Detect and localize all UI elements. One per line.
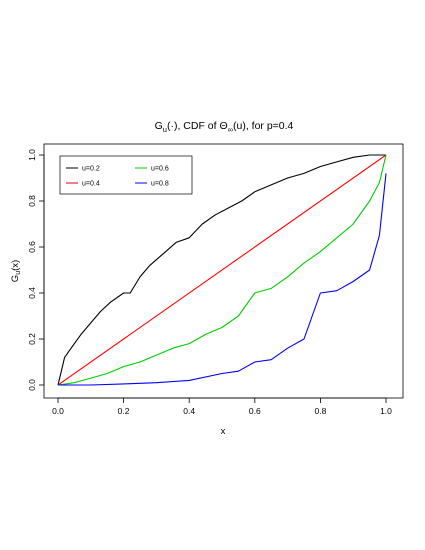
y-tick-label: 0.0 — [27, 379, 37, 391]
x-tick-label: 0.6 — [249, 406, 261, 416]
series-line-2 — [57, 154, 387, 386]
x-tick-label: 0.8 — [314, 406, 326, 416]
x-tick-label: 0.0 — [52, 406, 64, 416]
x-tick-label: 0.2 — [118, 406, 130, 416]
legend-label: u=0.2 — [82, 166, 100, 173]
legend-label: u=0.4 — [82, 181, 100, 188]
legend-box — [59, 155, 193, 195]
y-axis: 0.0 0.2 0.4 0.6 0.8 1.0 — [27, 149, 45, 391]
x-tick-label: 1.0 — [380, 406, 392, 416]
series-layer — [57, 154, 387, 386]
chart-title: Gu(·), CDF of Θ∞(u), for p=0.4 — [155, 120, 294, 134]
legend-label: u=0.8 — [151, 181, 169, 188]
legend: u=0.2 u=0.4 u=0.6 u=0.8 — [59, 155, 193, 195]
x-axis: 0.0 0.2 0.4 0.6 0.8 1.0 — [52, 397, 392, 416]
y-tick-label: 1.0 — [27, 149, 37, 161]
y-tick-label: 0.8 — [27, 195, 37, 207]
series-line-4 — [58, 173, 387, 386]
y-tick-label: 0.2 — [27, 333, 37, 345]
series-line-1 — [57, 154, 386, 386]
legend-label: u=0.6 — [151, 166, 169, 173]
x-tick-label: 0.4 — [183, 406, 195, 416]
series-line-3 — [57, 154, 387, 386]
x-axis-label: x — [221, 426, 226, 437]
y-tick-label: 0.4 — [27, 287, 37, 299]
y-axis-label: Gu(x) — [10, 260, 22, 282]
y-tick-label: 0.6 — [27, 241, 37, 253]
